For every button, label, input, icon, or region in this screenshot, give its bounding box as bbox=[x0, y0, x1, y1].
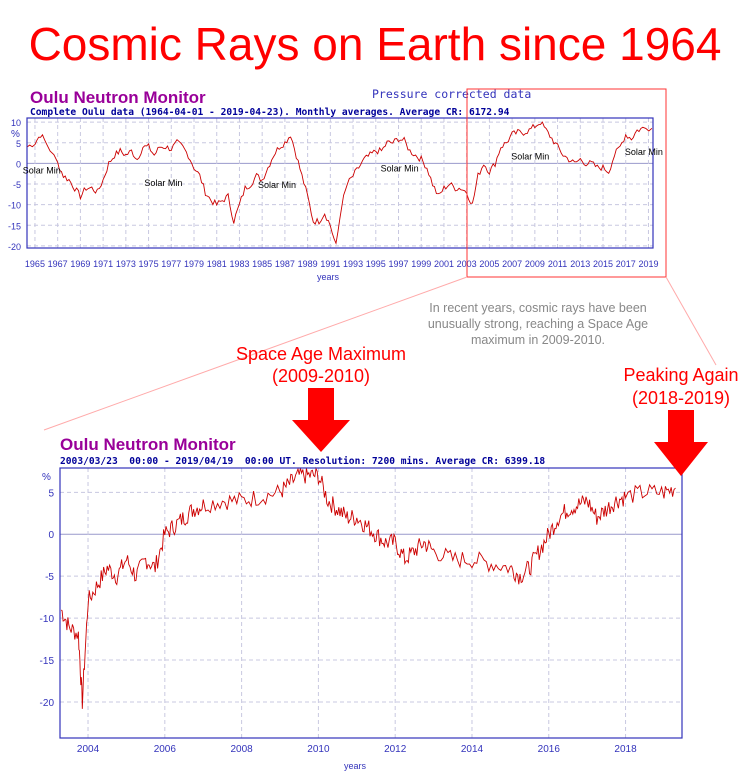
callout-text: Space Age Maximum bbox=[236, 344, 406, 364]
x-tick-label: 2016 bbox=[538, 744, 561, 755]
y-tick-label: -15 bbox=[40, 656, 55, 667]
x-tick-label: 2008 bbox=[230, 744, 253, 755]
peaking-callout: Peaking Again (2018-2019) bbox=[623, 365, 739, 476]
x-tick-label: 2010 bbox=[307, 744, 330, 755]
x-tick-label: 2012 bbox=[384, 744, 407, 755]
x-tick-label: 2014 bbox=[461, 744, 484, 755]
x-tick-label: 1967 bbox=[48, 259, 68, 269]
data-series-line bbox=[60, 466, 676, 709]
x-axis-label: years bbox=[317, 272, 340, 282]
y-tick-label: -10 bbox=[8, 201, 21, 211]
x-tick-label: 1975 bbox=[139, 259, 159, 269]
solar-min-annotation: Solar Min bbox=[23, 166, 61, 176]
chart-title: Oulu Neutron Monitor bbox=[30, 88, 206, 107]
maximum-callout: Space Age Maximum (2009-2010) bbox=[236, 344, 406, 452]
x-tick-label: 1985 bbox=[252, 259, 272, 269]
headline: Cosmic Rays on Earth since 1964 bbox=[29, 18, 722, 70]
x-tick-label: 2013 bbox=[570, 259, 590, 269]
y-tick-label: 5 bbox=[16, 139, 21, 149]
y-tick-label: 0 bbox=[16, 159, 21, 169]
highlight-box bbox=[466, 88, 667, 278]
x-tick-label: 1969 bbox=[70, 259, 90, 269]
solar-min-annotation: Solar Min bbox=[144, 178, 182, 188]
x-tick-label: 2017 bbox=[616, 259, 636, 269]
chart-subtitle: Complete Oulu data (1964-04-01 - 2019-04… bbox=[30, 107, 510, 118]
x-tick-label: 1981 bbox=[207, 259, 227, 269]
solar-min-annotation: Solar Min bbox=[381, 164, 419, 174]
plot-frame bbox=[59, 467, 683, 739]
data-series-line bbox=[26, 121, 653, 245]
x-tick-label: 2018 bbox=[614, 744, 637, 755]
x-axis-label: years bbox=[344, 761, 367, 771]
y-tick-label: 10 bbox=[11, 118, 21, 128]
x-tick-label: 2011 bbox=[548, 259, 567, 269]
x-tick-label: 2001 bbox=[434, 259, 454, 269]
x-tick-label: 1965 bbox=[25, 259, 45, 269]
x-tick-label: 2019 bbox=[638, 259, 658, 269]
x-tick-label: 2007 bbox=[502, 259, 522, 269]
recent-chart: Oulu Neutron Monitor 2003/03/23 00:00 - … bbox=[40, 435, 683, 771]
chart-subtitle: 2003/03/23 00:00 - 2019/04/19 00:00 UT. … bbox=[60, 455, 545, 467]
note-line: unusually strong, reaching a Space Age bbox=[428, 317, 648, 331]
x-tick-label: 1993 bbox=[343, 259, 363, 269]
x-tick-label: 2015 bbox=[593, 259, 613, 269]
arrow-down-icon bbox=[292, 388, 350, 452]
corner-note: Pressure corrected data bbox=[372, 87, 531, 101]
x-tick-label: 2009 bbox=[525, 259, 545, 269]
y-tick-label: -15 bbox=[8, 221, 21, 231]
x-tick-label: 1971 bbox=[93, 259, 113, 269]
y-tick-label: -10 bbox=[40, 614, 55, 625]
x-tick-label: 1987 bbox=[275, 259, 295, 269]
y-tick-label: 0 bbox=[48, 530, 54, 541]
note-line: maximum in 2009-2010. bbox=[471, 333, 605, 347]
x-tick-label: 1977 bbox=[161, 259, 181, 269]
x-tick-label: 2005 bbox=[479, 259, 499, 269]
connector-line bbox=[665, 276, 717, 366]
y-axis-label: % bbox=[11, 129, 20, 140]
y-tick-label: -20 bbox=[40, 698, 55, 709]
x-tick-label: 2004 bbox=[77, 744, 100, 755]
x-tick-label: 2006 bbox=[154, 744, 177, 755]
note-line: In recent years, cosmic rays have been bbox=[429, 301, 647, 315]
x-tick-label: 1979 bbox=[184, 259, 204, 269]
solar-min-annotation: Solar Min bbox=[625, 147, 663, 157]
solar-min-annotation: Solar Min bbox=[511, 151, 549, 161]
callout-text: (2018-2019) bbox=[632, 388, 730, 408]
connector-line bbox=[43, 276, 468, 431]
arrow-down-icon bbox=[654, 410, 708, 476]
x-tick-label: 1991 bbox=[320, 259, 340, 269]
callout-text: Peaking Again bbox=[623, 365, 738, 385]
y-tick-label: -20 bbox=[8, 242, 21, 252]
x-tick-label: 1997 bbox=[388, 259, 408, 269]
solar-min-annotation: Solar Min bbox=[258, 180, 296, 190]
x-tick-label: 1983 bbox=[229, 259, 249, 269]
x-tick-label: 1989 bbox=[298, 259, 318, 269]
x-tick-label: 1995 bbox=[366, 259, 386, 269]
plot-frame bbox=[26, 117, 654, 249]
y-tick-label: -5 bbox=[45, 572, 54, 583]
chart-title: Oulu Neutron Monitor bbox=[60, 435, 236, 454]
y-tick-label: -5 bbox=[13, 180, 21, 190]
x-tick-label: 1999 bbox=[411, 259, 431, 269]
callout-text: (2009-2010) bbox=[272, 366, 370, 386]
note-text: In recent years, cosmic rays have been u… bbox=[428, 301, 648, 347]
y-axis-label: % bbox=[42, 472, 51, 483]
x-tick-label: 1973 bbox=[116, 259, 136, 269]
full-history-chart: Oulu Neutron Monitor Pressure corrected … bbox=[8, 87, 663, 282]
y-tick-label: 5 bbox=[48, 488, 54, 499]
